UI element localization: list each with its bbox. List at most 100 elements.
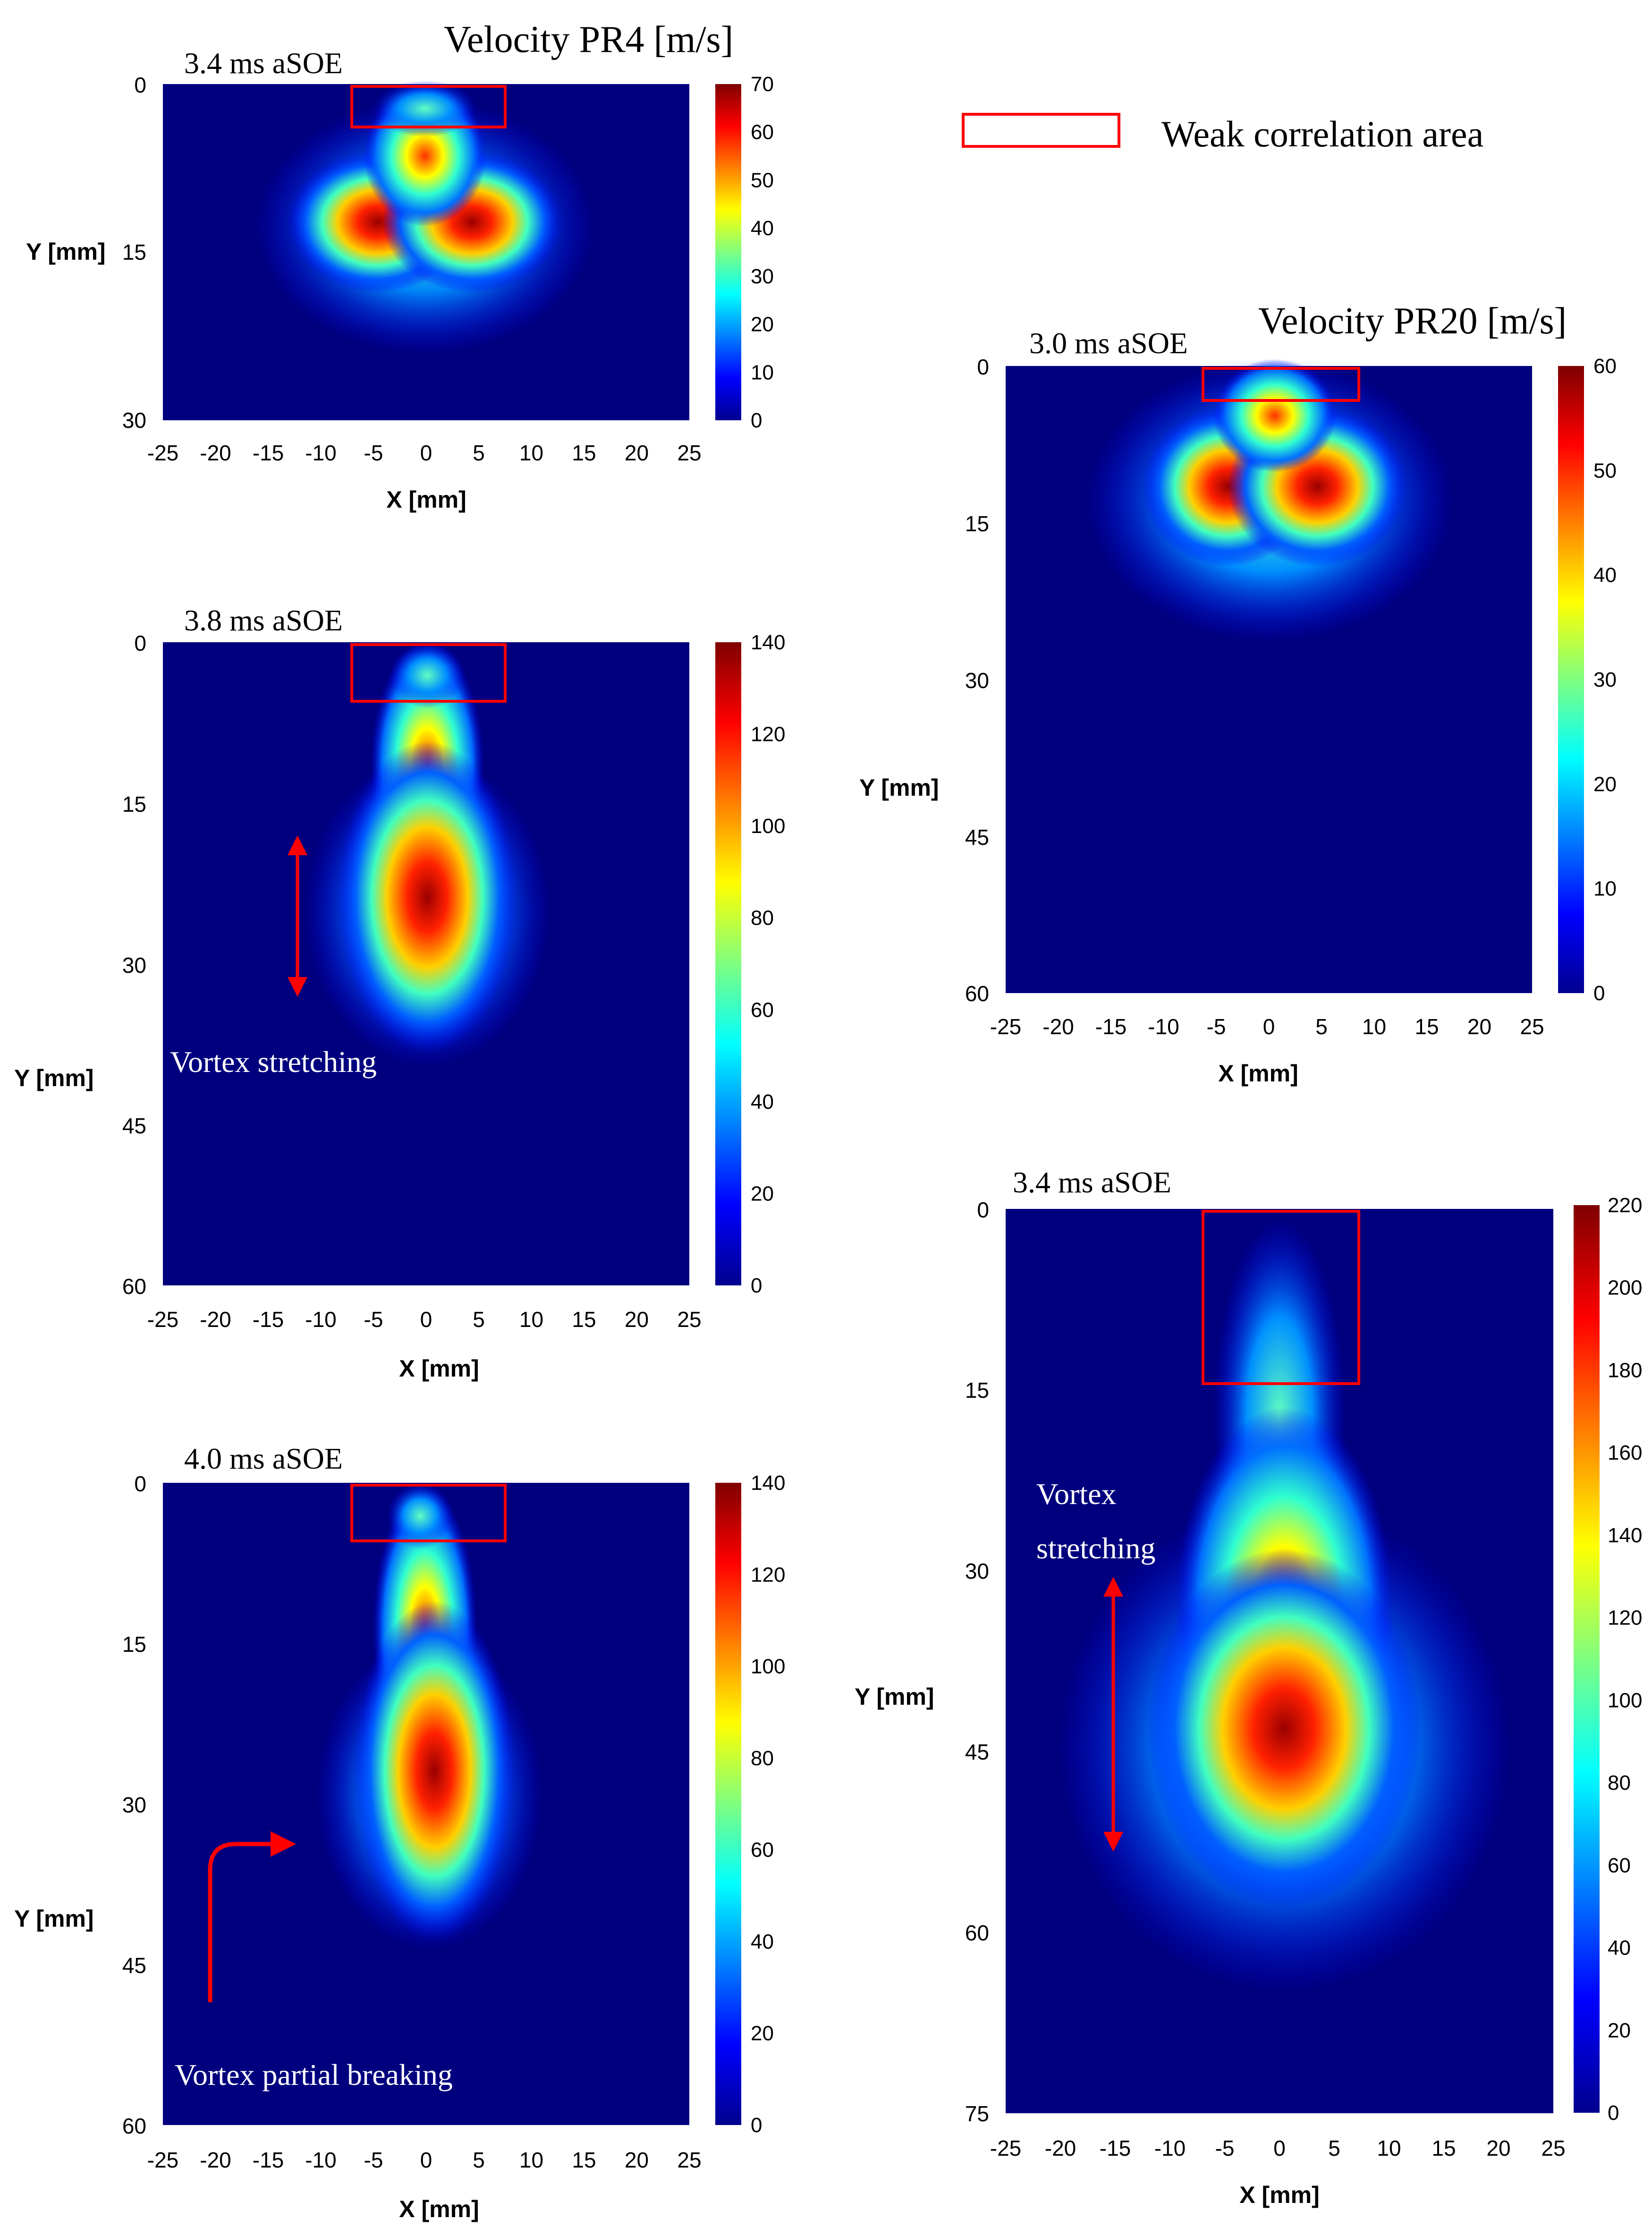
colorbar-ticks: 0 10 20 30 40 50 60 70 [751, 73, 774, 432]
velocity-field [305, 642, 550, 1067]
y-tick: 0 [134, 631, 146, 655]
title-pr4: Velocity PR4 [m/s] [444, 19, 733, 60]
x-tick: -25 [147, 441, 178, 465]
y-tick: 0 [977, 1198, 989, 1222]
y-axis-label: Y [mm] [859, 774, 939, 801]
x-tick: 5 [1315, 1014, 1328, 1039]
colorbar-tick: 40 [1608, 1937, 1631, 1960]
x-tick: -5 [1207, 1014, 1226, 1039]
x-tick: 5 [473, 441, 485, 465]
colorbar-tick: 60 [751, 1838, 774, 1862]
x-tick: 25 [677, 1307, 701, 1332]
x-axis-label: X [mm] [399, 1355, 479, 1382]
x-tick: 15 [572, 2148, 596, 2172]
y-tick: 15 [122, 240, 146, 264]
y-ticks: 0 15 30 45 60 [965, 355, 989, 1006]
colorbar-ticks: 0 10 20 30 40 50 60 [1593, 355, 1617, 1005]
colorbar-ticks: 0 20 40 60 80 100 120 140 [751, 1471, 785, 2137]
colorbar-tick: 140 [751, 1471, 785, 1495]
x-tick: 5 [1328, 2136, 1340, 2160]
colorbar-tick: 220 [1608, 1194, 1642, 1217]
legend-swatch [962, 113, 1120, 148]
x-tick: -10 [1148, 1014, 1179, 1039]
x-tick: 20 [625, 1307, 649, 1332]
x-tick: -15 [253, 441, 284, 465]
weak-correlation-rect [1202, 367, 1360, 402]
x-axis-label: X [mm] [1239, 2182, 1319, 2208]
x-tick: -25 [147, 1307, 178, 1332]
velocity-field [255, 80, 595, 354]
y-axis-label: Y [mm] [26, 238, 106, 265]
x-tick: 10 [519, 2148, 543, 2172]
colorbar-tick: 20 [1593, 773, 1617, 796]
y-tick: 15 [122, 1632, 146, 1657]
colorbar-tick: 40 [1593, 564, 1617, 587]
panel-pr20-30: 3.0 ms aSOE 0 15 30 45 60 Y [mm] -25 -20-… [859, 326, 1617, 1087]
x-tick: 20 [625, 441, 649, 465]
colorbar-tick: 160 [1608, 1441, 1642, 1464]
x-tick: 15 [1432, 2136, 1456, 2160]
colorbar-tick: 50 [751, 169, 774, 192]
colorbar-tick: 30 [1593, 668, 1617, 691]
y-tick: 30 [122, 1793, 146, 1817]
x-ticks: -25 -20 -15 -10 -5 0 5 10 15 20 25 [990, 1014, 1544, 1039]
annotation-vortex: Vortex [1036, 1477, 1116, 1511]
x-axis-label: X [mm] [1218, 1060, 1298, 1087]
panel-pr4-40: 4.0 ms aSOE Vortex partial breaking 0 15… [14, 1442, 785, 2222]
colorbar-tick: 120 [751, 723, 785, 746]
panel-pr20-34: 3.4 ms aSOE Vortex stretching 0 15 30 45… [855, 1165, 1642, 2208]
colorbar-tick: 70 [751, 73, 774, 96]
x-tick: -15 [253, 1307, 284, 1332]
x-tick: -15 [1095, 1014, 1127, 1039]
y-ticks: 0 15 30 [122, 73, 146, 433]
x-ticks: -25 -20 -15 -10 -5 0 5 10 15 20 25 [147, 441, 702, 465]
x-tick: -5 [364, 441, 383, 465]
y-ticks: 0 15 30 45 60 [122, 1471, 146, 2138]
x-tick: -10 [305, 2148, 336, 2172]
panel-time-label: 3.8 ms aSOE [184, 604, 343, 637]
colorbar-tick: 0 [1608, 2101, 1619, 2125]
x-tick: 0 [420, 441, 432, 465]
x-tick: -10 [1154, 2136, 1186, 2160]
panel-time-label: 3.0 ms aSOE [1029, 326, 1188, 360]
y-tick: 30 [122, 953, 146, 978]
colorbar-tick: 0 [751, 1274, 762, 1297]
colorbar-tick: 40 [751, 1090, 774, 1114]
title-pr20: Velocity PR20 [m/s] [1258, 300, 1567, 342]
x-tick: -20 [200, 2148, 231, 2172]
weak-correlation-rect [350, 643, 507, 703]
weak-correlation-rect [350, 85, 507, 128]
weak-correlation-rect [350, 1484, 507, 1542]
x-tick: 0 [1273, 2136, 1286, 2160]
annotation-vortex-partial-breaking: Vortex partial breaking [175, 2058, 453, 2091]
colorbar-tick: 100 [1608, 1689, 1642, 1712]
panel-pr4-38: 3.8 ms aSOE Vortex stretching 0 15 30 45… [14, 604, 785, 1382]
x-tick: 0 [1263, 1014, 1275, 1039]
x-tick: 25 [1520, 1014, 1544, 1039]
colorbar-tick: 140 [1608, 1524, 1642, 1547]
panel-pr4-34: 3.4 ms aSOE 0 15 30 Y [mm] -25 -20 -15 -10-… [26, 46, 774, 513]
colorbar [1558, 366, 1584, 993]
colorbar-ticks: 0 20 40 60 80 100 120 140 [751, 631, 785, 1297]
x-tick: 10 [519, 1307, 543, 1332]
colorbar-tick: 20 [751, 1182, 774, 1205]
y-ticks: 0 15 30 45 60 75 [965, 1198, 989, 2126]
x-tick: -20 [200, 441, 231, 465]
colorbar-tick: 30 [751, 265, 774, 288]
y-tick: 30 [965, 668, 989, 693]
y-axis-label: Y [mm] [855, 1683, 934, 1710]
colorbar [715, 642, 741, 1285]
legend-label: Weak correlation area [1161, 113, 1483, 154]
x-tick: -20 [1045, 2136, 1076, 2160]
colorbar-tick: 140 [751, 631, 785, 654]
y-tick: 60 [965, 1921, 989, 1945]
x-tick: -15 [1100, 2136, 1131, 2160]
x-tick: -15 [253, 2148, 284, 2172]
x-tick: -10 [305, 441, 336, 465]
y-tick: 45 [122, 1114, 146, 1138]
colorbar [715, 1483, 741, 2125]
colorbar-ticks: 0 20 40 60 80 100 120 140 160 180 200 220 [1608, 1194, 1642, 2125]
x-tick: -10 [305, 1307, 336, 1332]
x-ticks: -25 -20 -15 -10 -5 0 5 10 15 20 25 [990, 2136, 1566, 2160]
x-tick: 25 [1541, 2136, 1565, 2160]
